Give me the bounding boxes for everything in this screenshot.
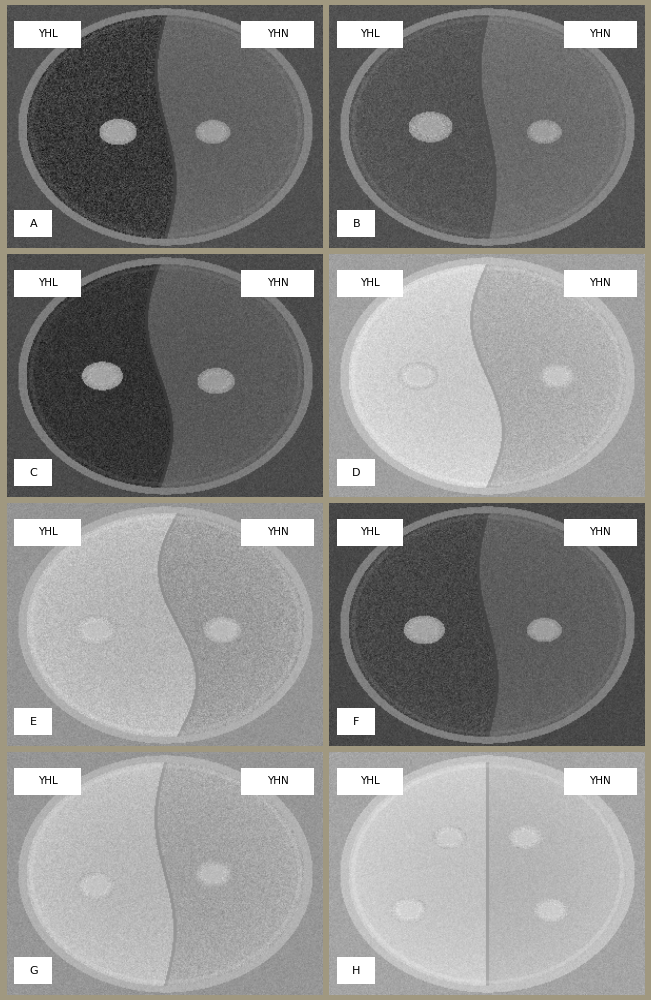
Text: YHL: YHL (38, 527, 57, 537)
FancyBboxPatch shape (337, 519, 404, 546)
Text: YHN: YHN (590, 278, 611, 288)
Text: YHN: YHN (266, 278, 288, 288)
Text: YHN: YHN (266, 776, 288, 786)
FancyBboxPatch shape (14, 519, 81, 546)
FancyBboxPatch shape (337, 21, 404, 48)
FancyBboxPatch shape (337, 708, 375, 735)
FancyBboxPatch shape (14, 270, 81, 297)
Text: YHN: YHN (590, 29, 611, 39)
Text: C: C (29, 468, 37, 478)
Text: H: H (352, 966, 361, 976)
FancyBboxPatch shape (14, 21, 81, 48)
FancyBboxPatch shape (14, 210, 52, 237)
FancyBboxPatch shape (242, 270, 314, 297)
FancyBboxPatch shape (242, 21, 314, 48)
Text: YHL: YHL (361, 29, 380, 39)
FancyBboxPatch shape (242, 768, 314, 795)
Text: YHL: YHL (38, 29, 57, 39)
FancyBboxPatch shape (337, 459, 375, 486)
Text: YHL: YHL (361, 527, 380, 537)
Text: YHL: YHL (361, 278, 380, 288)
Text: G: G (29, 966, 38, 976)
Text: YHL: YHL (38, 278, 57, 288)
Text: F: F (353, 717, 359, 727)
FancyBboxPatch shape (337, 270, 404, 297)
FancyBboxPatch shape (337, 210, 375, 237)
Text: YHN: YHN (590, 527, 611, 537)
FancyBboxPatch shape (242, 519, 314, 546)
Text: E: E (30, 717, 37, 727)
Text: YHL: YHL (361, 776, 380, 786)
FancyBboxPatch shape (14, 459, 52, 486)
FancyBboxPatch shape (337, 768, 404, 795)
Text: A: A (29, 219, 37, 229)
Text: YHL: YHL (38, 776, 57, 786)
Text: B: B (352, 219, 360, 229)
FancyBboxPatch shape (564, 768, 637, 795)
FancyBboxPatch shape (337, 957, 375, 984)
Text: D: D (352, 468, 361, 478)
FancyBboxPatch shape (564, 270, 637, 297)
FancyBboxPatch shape (564, 21, 637, 48)
FancyBboxPatch shape (14, 708, 52, 735)
FancyBboxPatch shape (564, 519, 637, 546)
FancyBboxPatch shape (14, 957, 52, 984)
FancyBboxPatch shape (14, 768, 81, 795)
Text: YHN: YHN (590, 776, 611, 786)
Text: YHN: YHN (266, 527, 288, 537)
Text: YHN: YHN (266, 29, 288, 39)
